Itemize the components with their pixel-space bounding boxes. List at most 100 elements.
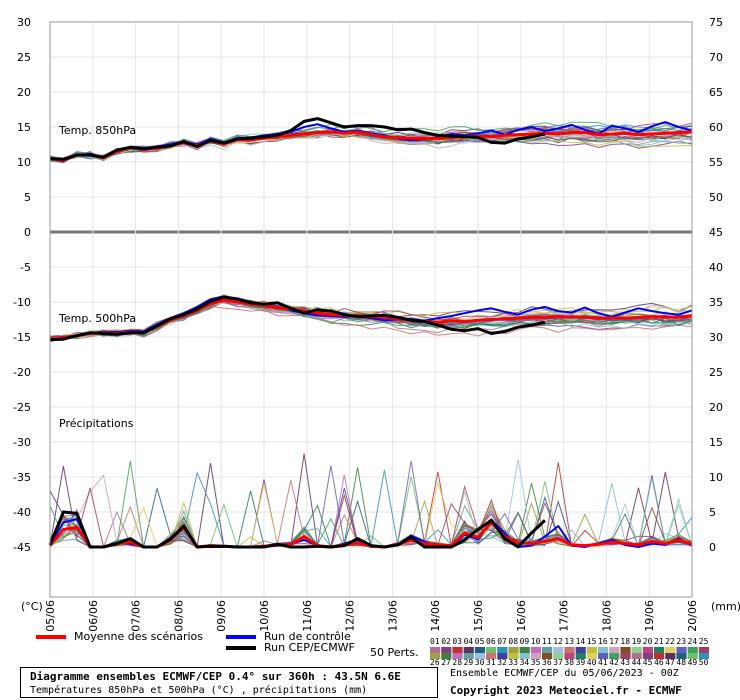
member-legend-number: 31	[486, 658, 496, 667]
member-legend-number: 34	[520, 658, 530, 667]
chart-axes	[49, 21, 693, 598]
member-legend-swatch	[430, 653, 441, 659]
right-tick-label: 70	[709, 51, 723, 64]
member-legend-swatch	[553, 653, 564, 659]
date-tick-label: 15/06	[472, 600, 485, 632]
member-legend-number: 38	[564, 658, 574, 667]
member-legend-swatch	[598, 653, 609, 659]
member-legend-number: 22	[665, 637, 675, 646]
member-legend-number: 36	[542, 658, 552, 667]
member-legend-number: 26	[430, 658, 440, 667]
date-tick-label: 16/06	[515, 600, 528, 632]
date-tick-label: 19/06	[643, 600, 656, 632]
right-tick-label: 30	[709, 331, 723, 344]
right-tick-label: 20	[709, 401, 723, 414]
left-axis-unit: (°C)	[21, 600, 43, 613]
member-legend-swatch	[575, 647, 586, 653]
member-legend-number: 20	[643, 637, 653, 646]
member-legend-swatch	[687, 653, 698, 659]
right-tick-label: 0	[709, 541, 716, 554]
member-legend-swatch	[474, 653, 485, 659]
member-line-t850	[49, 122, 693, 161]
member-legend-number: 01	[430, 637, 440, 646]
member-legend-number: 33	[508, 658, 518, 667]
member-legend-swatch	[676, 653, 687, 659]
date-tick-label: 18/06	[600, 600, 613, 632]
member-legend-swatch	[586, 647, 597, 653]
member-legend-swatch	[564, 653, 575, 659]
member-legend-number: 27	[441, 658, 451, 667]
member-legend-swatch	[463, 647, 474, 653]
member-legend-swatch	[631, 653, 642, 659]
date-tick-label: 12/06	[344, 600, 357, 632]
main-series-lines	[48, 117, 693, 549]
run-info: Ensemble ECMWF/CEP du 05/06/2023 - 00Z	[450, 668, 679, 679]
member-legend-swatch	[519, 653, 530, 659]
members-legend: 01 02 03 04 05 06 07 08 09 10 11 12 13 14 15 16 17 18 19 20…	[430, 637, 709, 667]
member-legend-number: 41	[598, 658, 608, 667]
copyright: Copyright 2023 Meteociel.fr - ECMWF	[450, 684, 682, 697]
member-legend-number: 18	[620, 637, 630, 646]
legend-ecmwf-label: Run CEP/ECMWF	[264, 641, 355, 654]
member-legend-swatch	[687, 647, 698, 653]
legend-mean-line	[36, 635, 66, 639]
member-legend-swatch	[430, 647, 441, 653]
member-legend-swatch	[698, 653, 709, 659]
member-legend-swatch	[463, 653, 474, 659]
date-tick-label: 17/06	[558, 600, 571, 632]
member-legend-number: 30	[475, 658, 485, 667]
member-legend-swatch	[497, 653, 508, 659]
member-legend-number: 09	[520, 637, 530, 646]
member-legend-swatch	[508, 653, 519, 659]
footer-box: Diagramme ensembles ECMWF/CEP 0.4° sur 3…	[20, 667, 438, 698]
member-legend-swatch	[441, 647, 452, 653]
left-tick-label: -40	[13, 506, 31, 519]
member-legend-number: 42	[609, 658, 619, 667]
member-legend-number: 16	[598, 637, 608, 646]
right-tick-label: 50	[709, 191, 723, 204]
member-legend-number: 49	[688, 658, 698, 667]
left-tick-label: 10	[17, 156, 31, 169]
legend-ecmwf-line	[226, 646, 256, 650]
left-tick-label: 15	[17, 121, 31, 134]
member-legend-number: 19	[632, 637, 642, 646]
left-tick-label: -20	[13, 366, 31, 379]
date-tick-label: 08/06	[172, 600, 185, 632]
date-tick-label: 10/06	[258, 600, 271, 632]
member-legend-swatch	[631, 647, 642, 653]
date-tick-label: 09/06	[215, 600, 228, 632]
date-tick-label: 11/06	[301, 600, 314, 632]
member-legend-number: 02	[441, 637, 451, 646]
date-tick-label: 14/06	[429, 600, 442, 632]
left-tick-label: 20	[17, 86, 31, 99]
member-legend-number: 43	[620, 658, 630, 667]
member-legend-swatch	[620, 647, 631, 653]
member-legend-number: 44	[632, 658, 642, 667]
member-legend-number: 28	[452, 658, 462, 667]
member-legend-swatch	[530, 653, 541, 659]
label-t850: Temp. 850hPa	[58, 124, 136, 137]
ensemble-member-lines	[49, 121, 693, 548]
label-precip: Précipitations	[59, 417, 134, 430]
member-line-t500	[49, 305, 693, 343]
left-tick-label: -45	[13, 541, 31, 554]
member-legend-swatch	[654, 653, 665, 659]
legend-mean-label: Moyenne des scénarios	[74, 630, 203, 643]
legend-perts-label: 50 Perts.	[370, 646, 419, 659]
date-tick-label: 07/06	[130, 600, 143, 632]
legend-control-label: Run de contrôle	[264, 630, 351, 643]
member-legend-swatch	[486, 647, 497, 653]
right-tick-label: 35	[709, 296, 723, 309]
member-legend-swatch	[598, 647, 609, 653]
member-legend-number: 50	[699, 658, 709, 667]
member-legend-number: 24	[688, 637, 698, 646]
right-tick-label: 65	[709, 86, 723, 99]
axis-ticks: 302520151050-5-10-15-20-25-30-35-40-4575…	[13, 16, 723, 632]
series-2-t850	[49, 117, 546, 161]
member-legend-number: 40	[587, 658, 597, 667]
member-legend-number: 47	[665, 658, 675, 667]
member-legend-number: 17	[609, 637, 619, 646]
member-legend-number: 12	[553, 637, 563, 646]
member-legend-swatch	[474, 647, 485, 653]
right-tick-label: 75	[709, 16, 723, 29]
